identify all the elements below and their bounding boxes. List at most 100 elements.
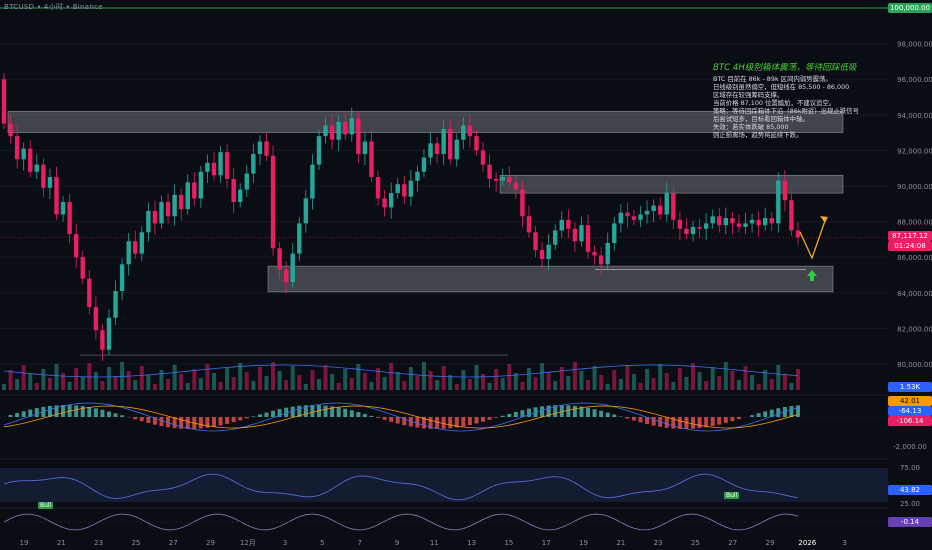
- macd-hist: [428, 417, 433, 429]
- macd-hist: [579, 406, 584, 417]
- volume-bar: [271, 362, 276, 390]
- macd-hist: [172, 417, 177, 429]
- volume-bar: [41, 369, 46, 390]
- candle-body: [553, 230, 558, 245]
- volume-bar: [612, 370, 617, 390]
- macd-hist: [257, 414, 262, 417]
- signal-line: [3, 405, 799, 429]
- macd-hist: [382, 417, 387, 420]
- osc-line: [3, 513, 799, 531]
- volume-bar: [651, 378, 656, 390]
- macd-pane: [0, 402, 888, 432]
- macd-hist: [8, 415, 13, 417]
- symbol-header: BTCUSD • 4小时 • Binance: [4, 2, 103, 12]
- macd-hist: [454, 417, 459, 428]
- macd-hist: [769, 409, 774, 417]
- volume-bar: [599, 375, 604, 390]
- zones: [0, 110, 888, 509]
- macd-hist: [435, 417, 440, 429]
- macd-hist: [645, 417, 650, 425]
- osc-tag: -0.14: [888, 517, 932, 527]
- volume-bar: [152, 384, 157, 390]
- candle-body: [500, 177, 505, 181]
- volume-bar: [481, 374, 486, 390]
- macd-hist: [343, 408, 348, 417]
- macd-hist: [225, 417, 230, 424]
- candle-body: [690, 226, 696, 235]
- candle-body: [277, 248, 282, 270]
- volume-bar: [231, 377, 236, 390]
- top-price-tag: 100,000.00: [888, 3, 932, 13]
- volume-bar: [159, 370, 164, 390]
- macd-hist: [113, 413, 118, 417]
- volume-bar: [756, 384, 761, 390]
- volume-bar: [74, 368, 79, 390]
- buy-arrow-icon: [807, 270, 817, 281]
- candle-body: [152, 210, 158, 224]
- macd-hist: [736, 417, 741, 420]
- annotation-body: BTC 目前在 86k - 89k 区间内弱势震荡。 日线级别虽然偏空，但短线在 …: [713, 75, 859, 139]
- interval: 4小时: [43, 3, 64, 11]
- macd-hist: [487, 417, 492, 420]
- macd-hist: [796, 405, 800, 417]
- candle-body: [612, 223, 617, 243]
- candle-body: [415, 171, 420, 181]
- time-tick-label: 15: [504, 539, 513, 547]
- price-tick-label: 82,000.00: [897, 325, 932, 333]
- volume-bar: [428, 371, 433, 390]
- candle-body: [533, 232, 538, 251]
- candle-body: [461, 125, 466, 140]
- candle-body: [264, 141, 269, 156]
- candle-body: [776, 180, 781, 224]
- candle-body: [14, 136, 20, 160]
- volume-bar: [631, 374, 636, 390]
- volume-bar: [67, 382, 72, 390]
- candle-body: [697, 226, 702, 229]
- candle-body: [375, 177, 381, 199]
- oscillator-pane: [0, 513, 888, 531]
- candle-body: [428, 143, 433, 158]
- candle-body: [67, 202, 72, 235]
- volume-bar: [251, 381, 256, 390]
- candle-body: [80, 257, 85, 279]
- volume-bar: [192, 369, 197, 390]
- candle-body: [434, 143, 440, 154]
- candle-body: [526, 216, 532, 233]
- volume-bar: [264, 376, 269, 390]
- macd-hist: [776, 408, 781, 417]
- candle-body: [789, 200, 794, 231]
- macd-tag-2: -64.13: [888, 406, 932, 416]
- macd-hist: [185, 417, 190, 429]
- volume-bar: [139, 366, 144, 390]
- candle-body: [283, 269, 289, 283]
- candle-body: [782, 180, 788, 201]
- macd-hist: [238, 417, 243, 421]
- candle-body: [762, 218, 768, 226]
- macd-hist: [74, 405, 79, 417]
- exchange: Binance: [72, 3, 103, 11]
- macd-hist: [34, 408, 39, 417]
- macd-hist: [402, 417, 407, 426]
- candle-body: [605, 242, 610, 265]
- volume-bar: [238, 363, 243, 390]
- candle-body: [198, 171, 204, 199]
- volume-bar: [435, 380, 440, 390]
- macd-hist: [421, 417, 426, 429]
- volume-bar: [93, 372, 98, 390]
- candle-body: [60, 202, 66, 215]
- volume-bar: [87, 363, 92, 390]
- candle-body: [165, 202, 171, 217]
- volume-bar: [54, 364, 59, 390]
- candle-body: [388, 193, 394, 208]
- macd-hist: [691, 417, 696, 429]
- macd-hist: [756, 413, 761, 417]
- volume-bar: [671, 382, 676, 390]
- macd-hist: [559, 405, 564, 417]
- candle-body: [703, 223, 709, 229]
- macd-hist: [723, 417, 728, 423]
- volume-bar: [507, 364, 512, 390]
- macd-hist: [106, 411, 111, 417]
- macd-hist: [87, 407, 92, 417]
- volume-bar: [349, 378, 354, 390]
- macd-tag-1: 42.01: [888, 396, 932, 406]
